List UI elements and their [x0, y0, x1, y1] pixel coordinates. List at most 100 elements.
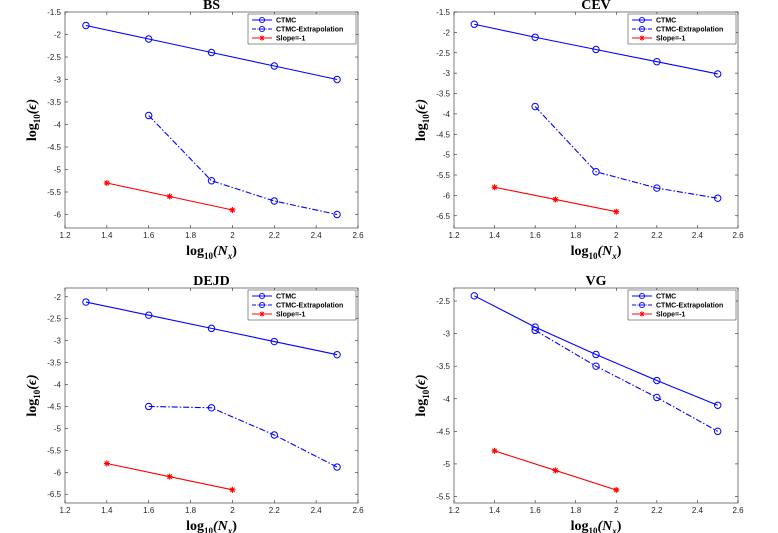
- x-label-sub: 10: [204, 526, 214, 533]
- legend: CTMC CTMC-Extrapolation Slope=-1: [627, 289, 737, 321]
- star-stroke: [613, 487, 619, 493]
- star-stroke: [492, 184, 498, 190]
- data-point: [145, 402, 153, 411]
- y-tick-label: -6: [54, 211, 62, 220]
- plot-area: [64, 11, 359, 229]
- y-tick-label: -3: [54, 76, 62, 85]
- legend-entry: CTMC: [632, 292, 676, 301]
- legend-label: Slope=-1: [276, 312, 305, 319]
- y-tick-label: -4.5: [47, 143, 61, 152]
- chart-title: CEV: [581, 0, 611, 13]
- x-tick-label: 1.6: [143, 506, 155, 515]
- x-label-close: ): [232, 519, 237, 533]
- legend-label: CTMC: [656, 18, 676, 25]
- plot-area: [64, 287, 359, 504]
- plot-area: [453, 11, 739, 229]
- star-stroke: [552, 467, 558, 473]
- y-tick-label: -2: [54, 293, 62, 302]
- x-tick-label: 1.8: [185, 506, 197, 515]
- series-ctmc: [470, 20, 722, 78]
- x-label-arg: (N: [213, 519, 229, 533]
- data-point: [229, 207, 236, 213]
- chart-panel-cev: 1.2 1.4 1.6 1.8 2 2.2 2.4 2.6 -1.5 -2 -2.5 -3 -3.5 -4…: [414, 0, 744, 261]
- x-label-close: ): [232, 244, 237, 259]
- data-point: [166, 193, 173, 200]
- data-point: [531, 326, 539, 335]
- data-point: [613, 208, 620, 215]
- y-tick-label: -3.5: [47, 359, 61, 368]
- y-tick-label: -3.5: [436, 362, 450, 371]
- series-line: [148, 405, 338, 468]
- x-tick-label: 2.2: [269, 231, 281, 240]
- legend-marker: [259, 311, 265, 317]
- y-label-sub: 10: [32, 114, 42, 124]
- star-stroke: [229, 207, 235, 213]
- y-tick-label: -3.5: [47, 98, 61, 107]
- data-point: [333, 210, 341, 219]
- chart-panel-vg: 1.2 1.4 1.6 1.8 2 2.2 2.4 2.6 -2.5 -3 -3.5 -4 -4.5 -5…: [414, 274, 744, 533]
- y-tick-label: -5.5: [436, 171, 450, 180]
- legend-entry: CTMC-Extrapolation: [252, 301, 343, 310]
- y-tick-label: -6.5: [47, 490, 61, 499]
- x-axis-label: log10(Nx): [571, 519, 622, 533]
- y-label-sub: 10: [32, 389, 42, 399]
- x-tick-label: 2.6: [352, 231, 364, 240]
- y-label-arg: (ϵ): [414, 374, 429, 389]
- data-point: [82, 21, 90, 30]
- series-slope-1: [103, 180, 236, 213]
- data-point: [653, 393, 661, 402]
- legend-marker: [639, 35, 645, 41]
- x-label-log: log: [571, 244, 589, 259]
- x-axis-label: log10(Nx): [571, 244, 622, 261]
- data-point: [653, 58, 661, 66]
- y-tick-label: -2.5: [436, 49, 450, 58]
- star-stroke: [552, 196, 558, 203]
- x-label-log: log: [186, 519, 204, 533]
- y-axis-label: log10(ϵ): [25, 374, 42, 416]
- y-label-arg: (ϵ): [25, 99, 40, 114]
- data-point: [270, 431, 278, 439]
- y-tick-label: -6.5: [436, 212, 450, 221]
- y-label-arg: (ϵ): [25, 374, 40, 389]
- legend-marker: [258, 16, 266, 24]
- x-label-close: ): [617, 519, 622, 533]
- chart-panel-dejd: 1.2 1.4 1.6 1.8 2 2.2 2.4 2.6 -2 -2.5 -3 -3.5 -4 -4.5…: [25, 274, 364, 533]
- y-tick-label: -5: [443, 151, 451, 160]
- y-axis-label: log10(ϵ): [25, 99, 42, 141]
- data-point: [531, 102, 539, 111]
- data-point: [270, 197, 278, 205]
- y-tick-label: -4: [443, 110, 451, 119]
- y-tick-label: -5: [54, 424, 62, 433]
- plot-area: [453, 287, 739, 504]
- data-point: [270, 62, 278, 70]
- data-point: [207, 324, 216, 333]
- y-tick-label: -4: [54, 121, 62, 130]
- series-ctmc-extrapolation: [145, 111, 341, 219]
- x-tick-label: 2: [614, 506, 619, 515]
- legend-entry: CTMC-Extrapolation: [632, 301, 723, 310]
- x-label-arg: (N: [213, 244, 229, 259]
- data-point: [82, 298, 90, 306]
- legend: CTMC CTMC-Extrapolation Slope=-1: [627, 13, 737, 45]
- x-label-arg: (N: [597, 519, 613, 533]
- star-stroke: [167, 474, 173, 480]
- legend-entry: CTMC-Extrapolation: [252, 25, 343, 34]
- data-point: [470, 292, 478, 300]
- y-tick-label: -4.5: [436, 427, 450, 436]
- legend-label: CTMC-Extrapolation: [656, 303, 723, 310]
- chart-title: DEJD: [193, 274, 230, 289]
- x-tick-label: 1.4: [101, 506, 113, 515]
- legend-entry: Slope=-1: [252, 35, 305, 43]
- legend-entry: Slope=-1: [252, 311, 305, 319]
- data-point: [714, 401, 722, 409]
- data-point: [592, 45, 600, 54]
- data-point: [470, 20, 478, 28]
- x-tick-label: 1.8: [570, 231, 582, 240]
- y-tick-label: -3: [443, 330, 451, 339]
- data-point: [714, 427, 722, 436]
- y-tick-label: -5: [443, 460, 451, 469]
- y-tick-label: -6: [443, 191, 451, 200]
- y-label-log: log: [414, 399, 429, 417]
- x-tick-label: 1.6: [530, 506, 542, 515]
